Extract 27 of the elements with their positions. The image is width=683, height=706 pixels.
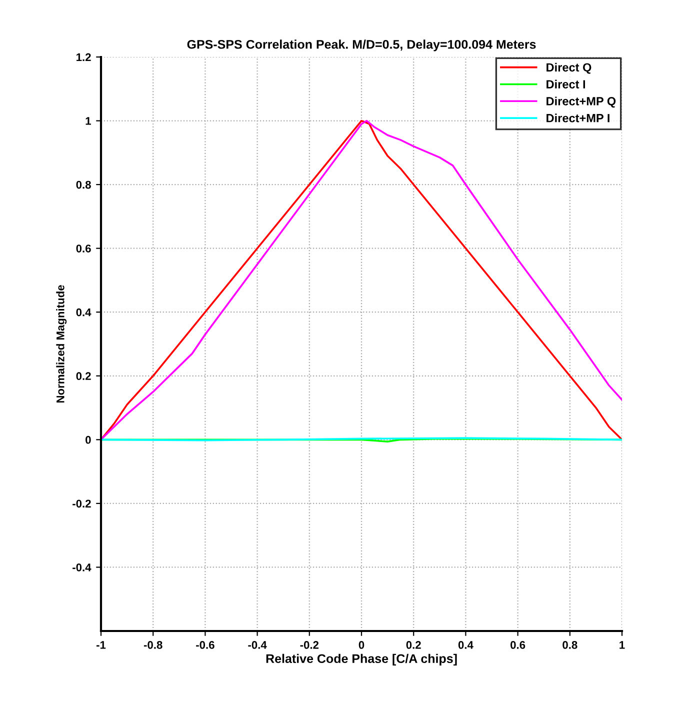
legend-label: Direct Q [546,62,592,74]
y-tick-label: 1.2 [76,53,91,62]
x-tick-label: 1 [620,641,625,649]
y-tick-label: 0.6 [76,244,91,252]
legend-label: Direct+MP I [546,114,610,122]
x-tick-label: 0.6 [510,641,526,649]
x-tick-label: 0.8 [562,641,578,649]
y-tick-label: 1 [86,117,91,125]
x-axis-title: Relative Code Phase [C/A chips] [266,654,457,666]
y-tick-label: -0.4 [72,563,92,572]
x-tick-label: -0.4 [248,641,267,649]
y-axis-title: Normalized Magnitude [56,285,67,403]
x-tick-label: 0.4 [458,641,474,649]
x-tick-label: -1 [96,641,106,649]
y-tick-label: 0 [86,436,91,444]
y-tick-label: -0.2 [72,500,91,508]
x-tick-label: 0 [358,641,364,649]
y-tick-label: 0.8 [76,180,91,189]
x-tick-label: -0.6 [196,641,214,649]
legend-label: Direct+MP Q [546,96,616,108]
y-tick-label: 0.2 [76,372,91,380]
legend-label: Direct I [546,80,586,88]
x-tick-label: 0.2 [406,641,421,649]
y-tick-label: 0.4 [76,308,92,316]
x-tick-label: -0.2 [300,641,319,649]
chart-title: GPS-SPS Correlation Peak. M/D=0.5, Delay=100.094 Meters [187,40,536,52]
x-tick-label: -0.8 [144,641,162,649]
